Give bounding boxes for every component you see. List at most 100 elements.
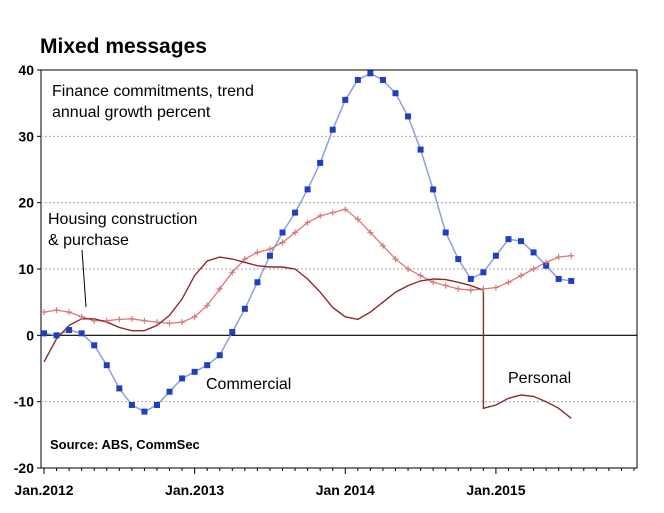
commercial-point: [166, 388, 173, 395]
commercial-point: [417, 146, 424, 153]
commercial-point: [442, 229, 449, 236]
housing-point: [405, 266, 412, 272]
housing-point: [116, 316, 123, 323]
x-tick-label: Jan.2012: [14, 482, 73, 498]
y-tick-label: 0: [26, 327, 34, 343]
commercial-point: [116, 385, 123, 392]
housing-point: [141, 317, 148, 324]
housing-point: [216, 285, 223, 292]
commercial-point: [103, 362, 110, 369]
annotation-line-2: annual growth percent: [52, 104, 211, 121]
series-markers: [41, 70, 575, 415]
housing-point: [179, 319, 186, 326]
housing-point: [492, 284, 499, 291]
commercial-point: [342, 96, 349, 103]
housing-point: [430, 279, 437, 286]
housing-point: [530, 266, 537, 272]
housing-point: [317, 212, 324, 219]
commercial-point: [367, 70, 374, 77]
personal-line: [43, 256, 572, 419]
housing-point: [229, 269, 236, 276]
commercial-point: [317, 159, 324, 166]
housing-point: [342, 206, 349, 213]
housing-point: [543, 259, 550, 266]
housing-point: [480, 285, 487, 292]
commercial-point: [329, 126, 336, 133]
commercial-point: [241, 305, 248, 312]
commercial-point: [216, 352, 223, 359]
housing-point: [442, 282, 449, 289]
housing-point: [78, 313, 85, 320]
commercial-point: [530, 249, 537, 256]
housing-point: [379, 242, 386, 249]
housing-point: [568, 252, 575, 259]
housing-point: [191, 313, 198, 320]
commercial-point: [128, 401, 135, 408]
commercial-point: [53, 332, 60, 339]
commercial-point: [141, 408, 148, 415]
commercial-point: [153, 401, 160, 408]
y-tick-label: 10: [18, 261, 34, 277]
commercial-point: [405, 113, 412, 120]
commercial-point: [518, 238, 525, 245]
x-tick-label: Jan.2015: [466, 482, 525, 498]
commercial-point: [191, 368, 198, 375]
housing-point: [518, 272, 525, 279]
commercial-point: [392, 90, 399, 97]
housing-point: [66, 309, 73, 316]
chart-labels: Finance commitments, trend annual growth…: [48, 83, 571, 452]
y-tick-label: -20: [14, 460, 34, 476]
commercial-point: [505, 236, 512, 243]
housing-point: [266, 246, 273, 253]
commercial-point: [555, 275, 562, 282]
commercial-point: [41, 330, 47, 337]
housing-point: [367, 229, 374, 236]
housing-point: [204, 302, 211, 309]
housing-point: [279, 239, 286, 246]
x-tick-label: Jan 2014: [316, 482, 375, 498]
commercial-point: [229, 329, 236, 336]
series-label-housing-line-1: Housing construction: [48, 211, 197, 228]
housing-point: [254, 249, 261, 256]
commercial-point: [354, 76, 361, 83]
commercial-point: [492, 252, 499, 259]
commercial-point: [543, 262, 550, 269]
commercial-point: [455, 256, 462, 263]
grid-lines: [41, 135, 637, 403]
housing-point: [505, 279, 512, 286]
commercial-point: [304, 186, 311, 193]
housing-point: [354, 216, 361, 223]
commercial-point: [292, 209, 299, 216]
annotation-line-1: Finance commitments, trend: [52, 83, 254, 100]
housing-point: [392, 256, 399, 263]
housing-point: [455, 285, 462, 292]
housing-point: [91, 317, 98, 324]
x-tick-label: Jan.2013: [165, 482, 224, 498]
series-label-housing-line-2: & purchase: [48, 232, 129, 249]
housing-point: [153, 319, 160, 326]
housing-point: [53, 307, 60, 314]
y-tick-label: 30: [18, 128, 34, 144]
housing-point: [292, 229, 299, 236]
y-tick-label: -10: [14, 394, 34, 410]
commercial-point: [279, 229, 286, 236]
commercial-point: [568, 277, 575, 284]
housing-point: [128, 315, 135, 322]
commercial-point: [78, 330, 85, 337]
housing-label-leader: [81, 249, 87, 308]
commercial-point: [467, 275, 474, 282]
housing-point: [241, 256, 248, 263]
y-tick-label: 40: [18, 62, 34, 78]
series-label-personal: Personal: [508, 370, 571, 387]
housing-point: [329, 209, 336, 216]
source-note: Source: ABS, CommSec: [50, 437, 200, 452]
chart-title: Mixed messages: [40, 35, 207, 58]
commercial-point: [266, 252, 273, 259]
y-tick-label: 20: [18, 195, 34, 211]
commercial-point: [66, 327, 73, 334]
series-label-commercial: Commercial: [206, 376, 291, 393]
commercial-point: [179, 375, 186, 382]
commercial-point: [204, 362, 211, 369]
